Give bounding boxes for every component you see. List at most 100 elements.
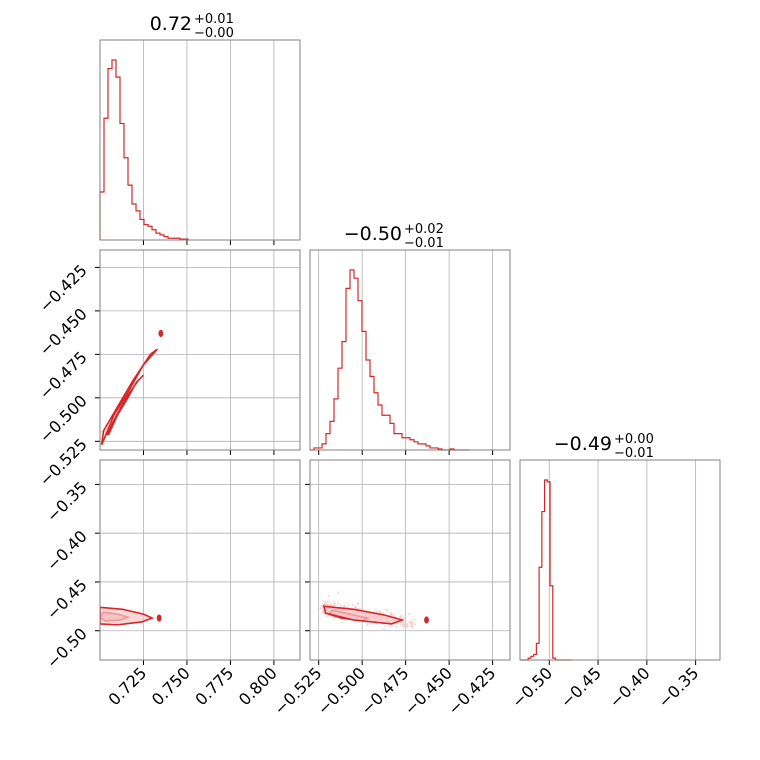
- p1-vs-p3-point-63: [73, 612, 75, 614]
- p1-vs-p2-frame: [99, 249, 301, 451]
- p1-vs-p3-point-92: [77, 609, 79, 611]
- p1-vs-p3-point-231: [69, 611, 71, 613]
- p2-vs-p3-point-197: [402, 622, 405, 625]
- p1-vs-p3-point-397: [55, 625, 57, 627]
- p1-vs-p3-point-21: [74, 622, 76, 624]
- p2-vs-p3-point-272: [389, 611, 392, 614]
- p2-vs-p3-point-370: [387, 609, 389, 612]
- hist-p2-title-value: −0.50: [344, 223, 402, 245]
- p1-vs-p3-point-285: [23, 612, 25, 614]
- p2-vs-p3-point-409: [357, 603, 360, 606]
- p2-vs-p3-point-316: [385, 608, 388, 611]
- p1-vs-p2-point-358: [98, 435, 100, 437]
- p1-vs-p2-blob-0: [158, 329, 164, 338]
- p1-vs-p3-ytick-label-2: −0.45: [43, 575, 91, 623]
- p1-vs-p2-point-310: [79, 428, 81, 430]
- p1-vs-p2-point-44: [21, 424, 23, 426]
- p2-vs-p3-point-95: [378, 609, 381, 612]
- p1-vs-p2-point-219: [14, 421, 16, 423]
- p1-vs-p3-point-419: [89, 614, 91, 616]
- hist-p3-frame: [519, 459, 721, 661]
- p2-vs-p3-point-391: [406, 625, 409, 628]
- p1-vs-p2-point-152: [88, 432, 90, 434]
- p1-vs-p3-blob-0: [156, 614, 162, 622]
- p1-vs-p3-frame: [99, 459, 301, 661]
- p1-vs-p2-point-283: [33, 423, 35, 425]
- p1-vs-p3-point-179: [71, 614, 73, 616]
- hist-p3-xtick-label-1: −0.45: [557, 663, 605, 711]
- p2-vs-p3-point-364: [334, 603, 336, 605]
- p1-vs-p2-point-71: [88, 436, 90, 438]
- p1-vs-p3-point-105: [32, 621, 34, 623]
- p2-vs-p3-point-328: [390, 614, 393, 617]
- p1-vs-p3-point-360: [98, 615, 100, 617]
- p2-vs-p3-point-333: [321, 605, 324, 608]
- p1-vs-p2-point-41: [95, 433, 97, 435]
- hist-p2-bar-27: [418, 444, 422, 450]
- p2-vs-p3-point-65: [322, 600, 325, 603]
- p1-vs-p3-point-208: [89, 609, 91, 611]
- p1-vs-p3-contour-1: [100, 606, 155, 626]
- p1-vs-p2-point-103: [67, 435, 69, 437]
- p1-vs-p2-point-233: [89, 435, 91, 437]
- p1-vs-p2-point-197: [78, 432, 80, 434]
- p2-vs-p3-point-343: [408, 625, 411, 628]
- p1-vs-p2-point-88: [95, 435, 97, 437]
- hist-p3-title-value: −0.49: [554, 433, 612, 455]
- p1-vs-p2-point-26: [19, 429, 21, 431]
- p1-vs-p3-point-341: [64, 615, 66, 617]
- p2-vs-p3-point-403: [411, 627, 414, 630]
- p1-vs-p3-point-209: [90, 620, 92, 622]
- p2-vs-p3-point-349: [399, 615, 402, 618]
- p1-vs-p2-point-417: [93, 436, 95, 438]
- p1-vs-p2-point-135: [31, 429, 33, 431]
- p1-vs-p2-point-46: [89, 434, 91, 436]
- p2-vs-p3-point-77: [402, 617, 405, 620]
- data-layer: [12, 59, 572, 661]
- p2-vs-p3-point-83: [333, 600, 336, 603]
- p1-vs-p3-point-197: [85, 615, 87, 617]
- p1-vs-p3-point-216: [23, 621, 25, 623]
- hist-p3-xtick-label-2: −0.40: [606, 663, 654, 711]
- p1-vs-p2-point-61: [30, 428, 32, 430]
- p1-vs-p3-point-335: [39, 617, 41, 619]
- frame-layer: [95, 39, 721, 665]
- hist-p2-bar-11: [354, 278, 358, 450]
- p1-vs-p2-point-136: [58, 442, 60, 444]
- p1-vs-p3-points: [12, 606, 162, 627]
- p1-vs-p3-point-193: [95, 611, 97, 613]
- p1-vs-p3-xtick-label-2: 0.775: [191, 663, 237, 709]
- p1-vs-p3-point-151: [93, 614, 95, 616]
- p1-vs-p3-ytick-label-3: −0.50: [43, 624, 91, 672]
- p2-vs-p3-point-59: [329, 601, 332, 604]
- p2-vs-p3-point-260: [404, 615, 407, 618]
- p2-vs-p3-point-115: [383, 628, 385, 631]
- p1-vs-p3-point-373: [12, 613, 14, 615]
- p2-vs-p3-point-353: [414, 623, 417, 626]
- hist-p2-bar-18: [382, 415, 386, 450]
- p1-vs-p2-point-327: [69, 434, 71, 436]
- p2-vs-p3-point-227: [404, 626, 407, 629]
- p1-vs-p3-point-129: [65, 618, 67, 620]
- p2-vs-p3-point-304: [400, 614, 403, 617]
- p1-vs-p2-point-217: [96, 431, 98, 433]
- p2-vs-p3-point-150: [327, 594, 330, 597]
- p2-vs-p3-point-278: [359, 607, 362, 610]
- p1-vs-p3-point-157: [92, 622, 94, 624]
- p2-vs-p3-point-347: [408, 613, 411, 616]
- p2-vs-p3-point-386: [379, 611, 382, 613]
- p1-vs-p3-point-48: [89, 620, 91, 622]
- hist-p1-title: 0.72 +0.01−0.00: [150, 12, 234, 41]
- p1-vs-p2-point-351: [71, 434, 73, 436]
- p2-vs-p3-point-414: [327, 600, 329, 603]
- hist-p1-title-value: 0.72: [150, 13, 192, 35]
- p1-vs-p2-point-182: [92, 438, 94, 440]
- p2-vs-p3-point-258: [339, 604, 342, 607]
- p1-vs-p2-point-161: [70, 435, 72, 437]
- p2-vs-p3-point-265: [411, 623, 414, 626]
- p1-vs-p3-point-329: [43, 613, 45, 615]
- p2-vs-p3-point-44: [347, 603, 350, 606]
- p1-vs-p3-xtick-label-1: 0.750: [148, 663, 194, 709]
- p1-vs-p2-contour-1: [100, 348, 158, 446]
